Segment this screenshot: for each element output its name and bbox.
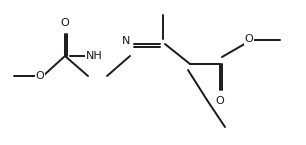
Text: O: O — [244, 34, 253, 44]
Text: O: O — [216, 96, 224, 106]
Text: O: O — [61, 18, 69, 28]
Text: NH: NH — [86, 51, 103, 61]
Text: O: O — [35, 71, 44, 81]
Text: N: N — [121, 36, 130, 46]
